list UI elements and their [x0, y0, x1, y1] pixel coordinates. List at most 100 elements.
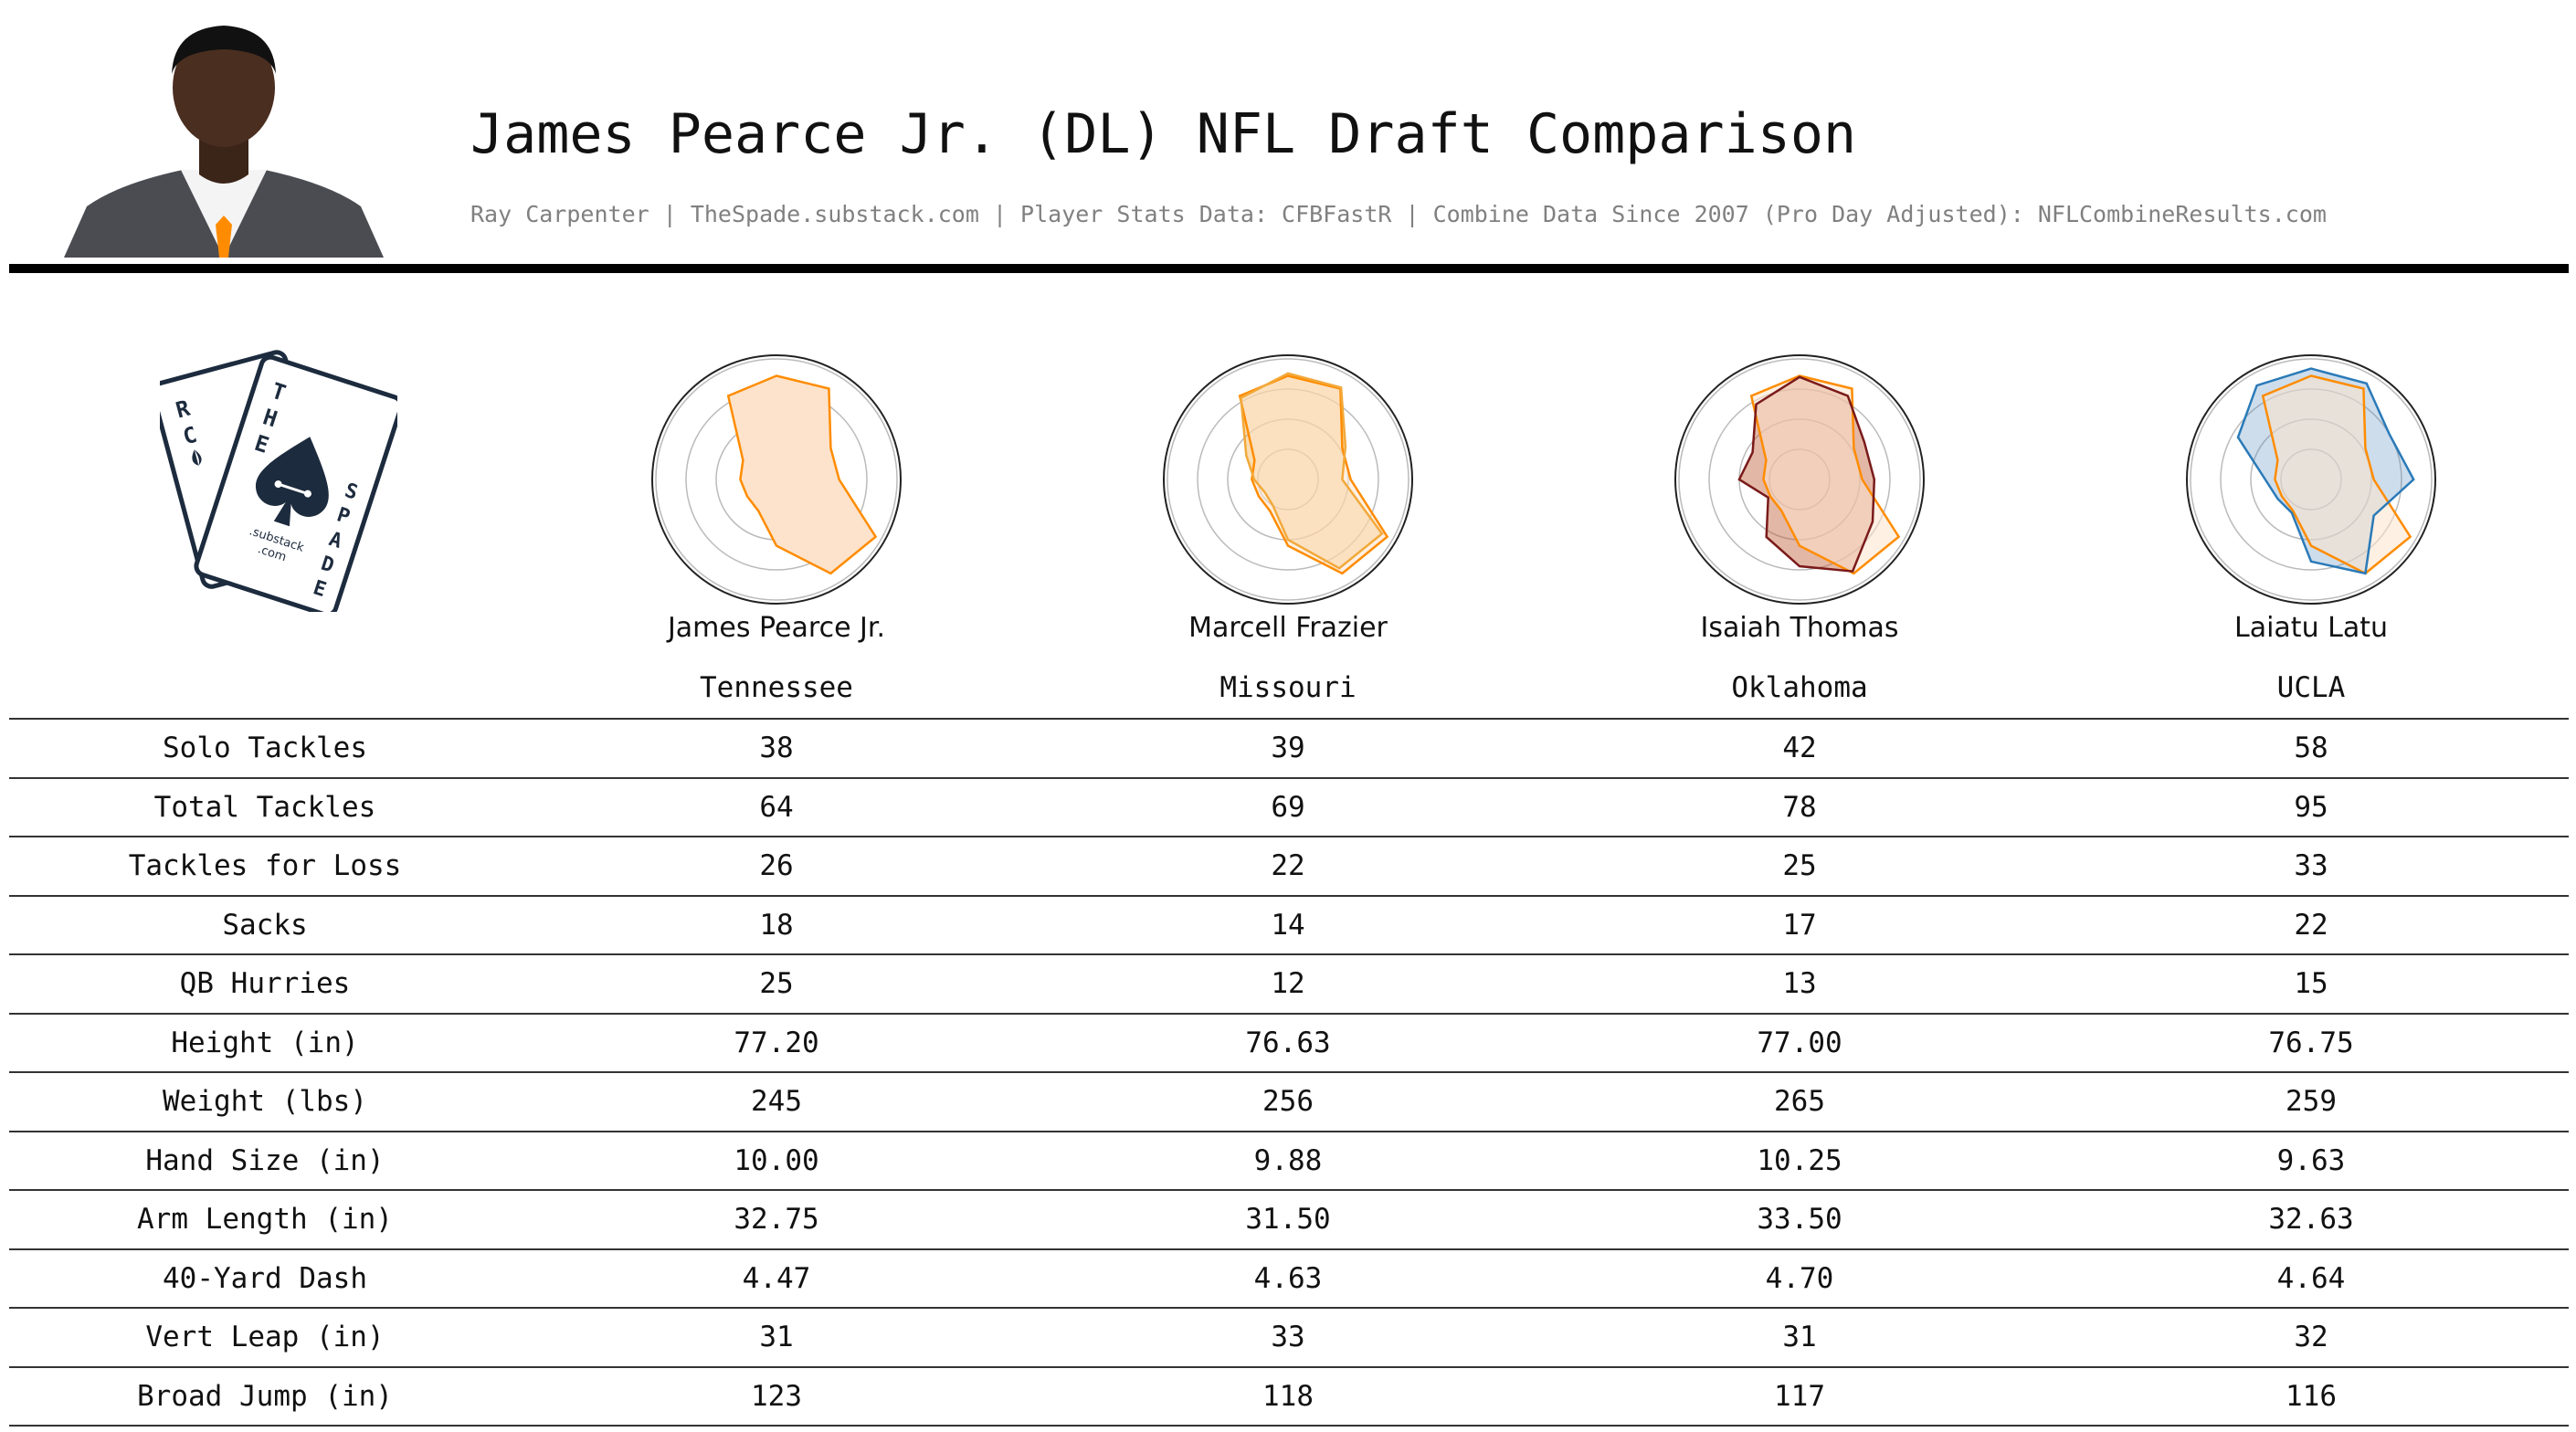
radar-chart — [1674, 354, 1925, 605]
stat-label: Hand Size (in) — [145, 1143, 385, 1177]
stat-label: Tackles for Loss — [128, 849, 402, 882]
player-headshot — [64, 26, 384, 258]
stat-value: 10.00 — [734, 1143, 819, 1177]
radar-target-series — [1749, 374, 1901, 575]
page-title: James Pearce Jr. (DL) NFL Draft Comparis… — [470, 102, 1857, 166]
stat-value: 33 — [2294, 849, 2328, 882]
stat-value: 25 — [759, 967, 794, 1000]
radar-grid-ring — [1167, 358, 1409, 601]
radar-outer-ring — [651, 354, 902, 605]
spade-icon — [256, 437, 329, 527]
stat-value: 259 — [2286, 1085, 2337, 1118]
stat-value: 9.88 — [1253, 1143, 1323, 1177]
stat-value: 18 — [759, 908, 794, 942]
radar-grid-ring — [1678, 358, 1921, 601]
spade-logo: R C T H E S P A D E .substack .com — [160, 350, 397, 612]
stat-value: 14 — [1271, 908, 1305, 942]
stat-value: 33 — [1271, 1321, 1305, 1353]
radar-outer-ring — [1163, 354, 1413, 605]
logo-letter: C — [180, 422, 199, 450]
header-divider — [9, 264, 2569, 273]
stat-value: 22 — [1271, 849, 1305, 882]
stat-value: 256 — [1262, 1085, 1314, 1118]
stat-value: 123 — [751, 1379, 802, 1413]
player-school: UCLA — [2276, 671, 2346, 704]
radar-outer-ring — [1674, 354, 1925, 605]
table-row: Hand Size (in) 10.00 9.88 10.25 9.63 — [9, 1130, 2569, 1190]
stat-label: QB Hurries — [179, 967, 351, 1000]
radar-grid-ring — [655, 358, 898, 601]
player-name: Laiatu Latu — [2233, 612, 2388, 644]
stat-label: Height (in) — [171, 1026, 359, 1059]
stat-value: 31 — [759, 1321, 794, 1353]
stat-value: 32.63 — [2268, 1203, 2354, 1236]
radar-target-series — [726, 374, 878, 575]
table-row: Total Tackles 64 69 78 95 — [9, 776, 2569, 837]
stat-value: 25 — [1782, 849, 1817, 882]
stat-value: 9.63 — [2276, 1143, 2346, 1177]
stat-value: 78 — [1782, 790, 1817, 824]
page-subtitle: Ray Carpenter | TheSpade.substack.com | … — [470, 201, 2327, 227]
stat-value: 32 — [2294, 1321, 2328, 1353]
stat-label: Total Tackles — [153, 790, 376, 824]
stat-value: 4.64 — [2276, 1261, 2346, 1295]
stat-value: 76.63 — [1245, 1026, 1331, 1059]
stat-value: 95 — [2294, 790, 2328, 824]
table-row: Tackles for Loss 26 22 25 33 — [9, 836, 2569, 895]
stat-label: Solo Tackles — [163, 732, 367, 764]
stat-value: 13 — [1782, 967, 1817, 1000]
stat-label: Arm Length (in) — [137, 1203, 393, 1236]
stat-value: 15 — [2294, 967, 2328, 1000]
radar-series-line — [2236, 367, 2415, 575]
stat-value: 31.50 — [1245, 1203, 1331, 1236]
stat-value: 22 — [2294, 908, 2328, 942]
stats-table: Solo Tackles 38 39 42 58 Total Tackles 64 69 78 9… — [9, 718, 2569, 1427]
stat-value: 12 — [1271, 967, 1305, 1000]
table-row: 40-Yard Dash 4.47 4.63 4.70 4.64 — [9, 1248, 2569, 1308]
table-row: Weight (lbs) 245 256 265 259 — [9, 1071, 2569, 1131]
stat-value: 58 — [2294, 732, 2328, 764]
player-school: Tennessee — [700, 671, 853, 704]
stat-label: Weight (lbs) — [163, 1085, 367, 1118]
stat-value: 38 — [759, 732, 794, 764]
stat-value: 4.70 — [1765, 1261, 1834, 1295]
radar-chart — [1163, 354, 1413, 605]
stat-value: 69 — [1271, 790, 1305, 824]
stat-label: 40-Yard Dash — [163, 1261, 367, 1295]
radar-chart — [2186, 354, 2436, 605]
stat-value: 42 — [1782, 732, 1817, 764]
radar-target-series — [1238, 374, 1389, 575]
stat-value: 116 — [2286, 1379, 2337, 1413]
stat-value: 39 — [1271, 732, 1305, 764]
radar-grid-ring — [2190, 358, 2433, 601]
radar-chart — [651, 354, 902, 605]
stat-label: Sacks — [222, 908, 308, 942]
stat-label: Broad Jump (in) — [137, 1379, 393, 1413]
stat-value: 17 — [1782, 908, 1817, 942]
stat-value: 265 — [1774, 1085, 1825, 1118]
stat-value: 31 — [1782, 1321, 1817, 1353]
stat-value: 10.25 — [1757, 1143, 1842, 1177]
stat-value: 32.75 — [734, 1203, 819, 1236]
table-row: Vert Leap (in) 31 33 31 32 — [9, 1307, 2569, 1366]
player-name: James Pearce Jr. — [667, 612, 886, 644]
stat-value: 118 — [1262, 1379, 1314, 1413]
radar-outer-ring — [2186, 354, 2436, 605]
stat-value: 77.00 — [1757, 1026, 1842, 1059]
table-row: Arm Length (in) 32.75 31.50 33.50 32.63 — [9, 1189, 2569, 1248]
radar-series-line — [1737, 375, 1876, 573]
player-school: Missouri — [1219, 671, 1357, 704]
stat-value: 33.50 — [1757, 1203, 1842, 1236]
stat-value: 64 — [759, 790, 794, 824]
player-school: Oklahoma — [1731, 671, 1868, 704]
radar-series-line — [1240, 372, 1384, 570]
stat-value: 4.63 — [1253, 1261, 1323, 1295]
stat-value: 77.20 — [734, 1026, 819, 1059]
stat-label: Vert Leap (in) — [145, 1321, 385, 1353]
table-row: Solo Tackles 38 39 42 58 — [9, 718, 2569, 777]
player-name: Marcell Frazier — [1188, 612, 1388, 644]
stat-value: 4.47 — [742, 1261, 811, 1295]
stat-value: 26 — [759, 849, 794, 882]
table-row: Height (in) 77.20 76.63 77.00 76.75 — [9, 1012, 2569, 1072]
table-row: Broad Jump (in) 123 118 117 116 — [9, 1365, 2569, 1427]
